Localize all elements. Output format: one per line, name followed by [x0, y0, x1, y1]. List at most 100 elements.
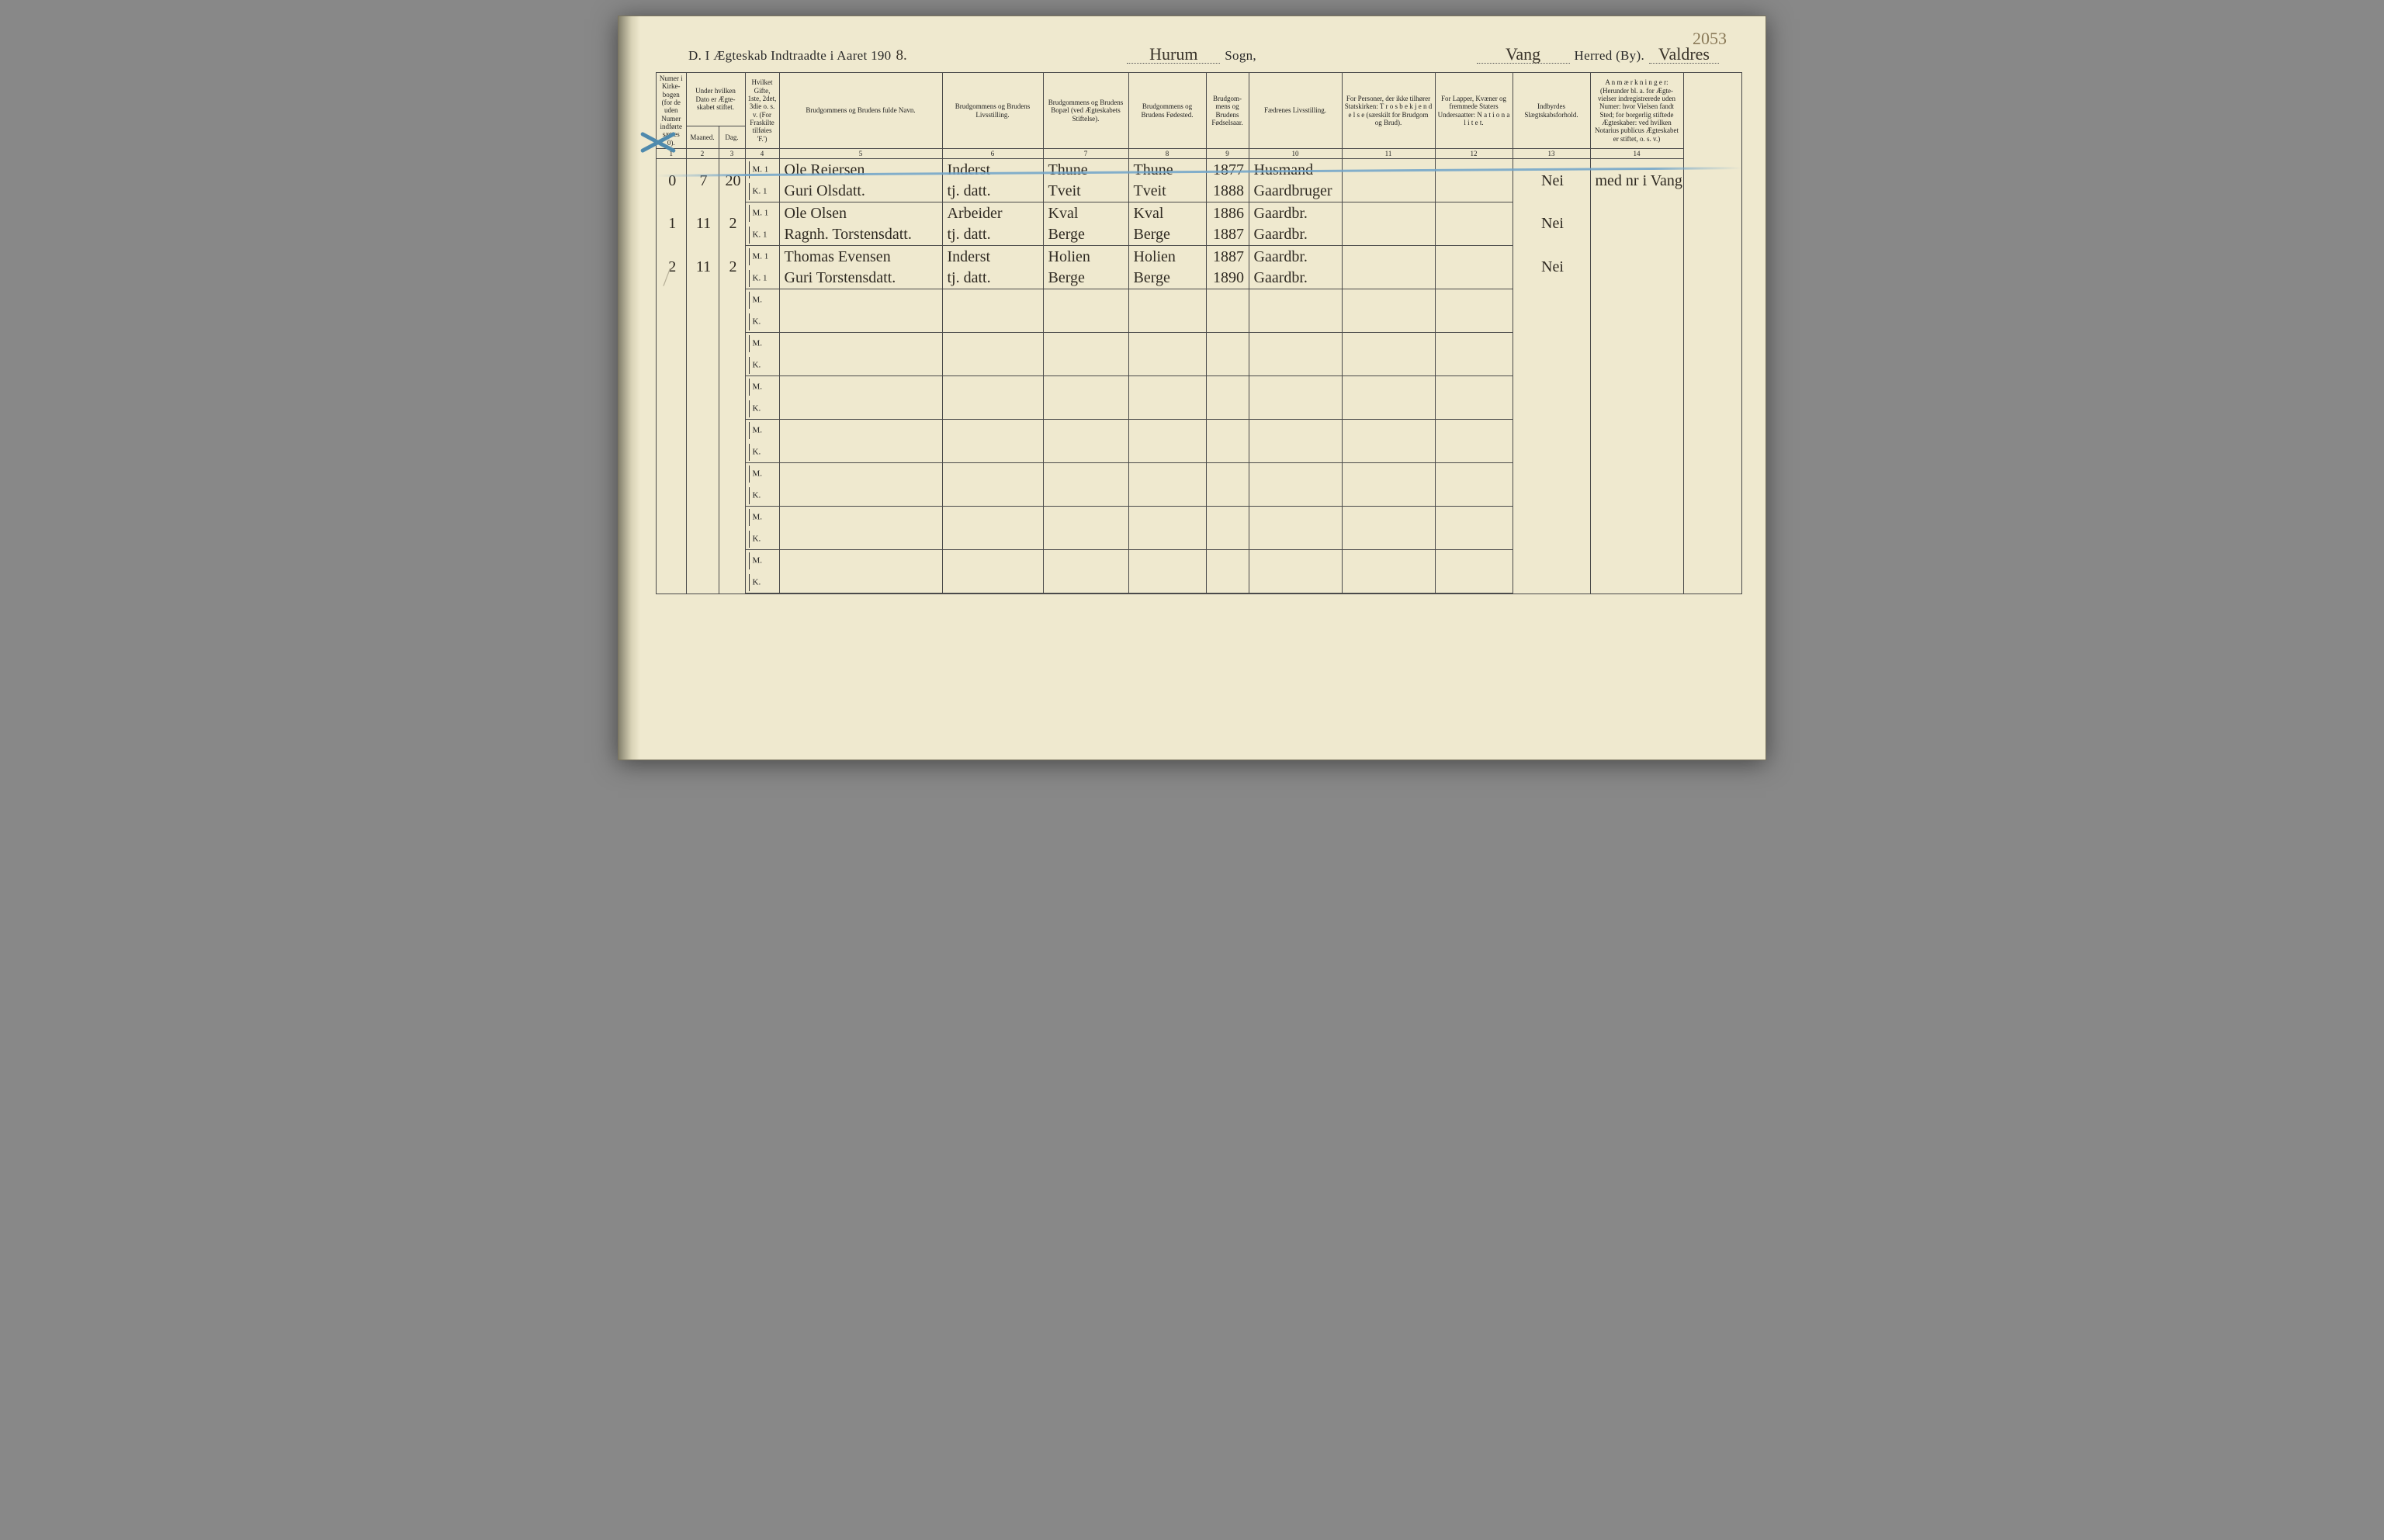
cell [1435, 485, 1513, 507]
cell [1249, 420, 1342, 441]
cell [1342, 528, 1435, 550]
cell [1206, 420, 1249, 441]
cell [779, 572, 942, 594]
nationality [1435, 246, 1513, 268]
confession [1342, 202, 1435, 224]
residence: Berge [1043, 224, 1128, 246]
cell [1043, 355, 1128, 376]
cell [1342, 441, 1435, 463]
mk-label: K. 1 [745, 268, 779, 289]
cell [1342, 398, 1435, 420]
mk-label: K. [745, 311, 779, 333]
entry-number: 2 [657, 246, 686, 289]
cell [779, 485, 942, 507]
sogn-label: Sogn, [1225, 48, 1256, 64]
remarks [1590, 246, 1683, 289]
cell [1128, 507, 1206, 528]
cell [1043, 463, 1128, 485]
nationality [1435, 268, 1513, 289]
mk-label: K. [745, 441, 779, 463]
father-occupation: Gaardbr. [1249, 246, 1342, 268]
form-header-line: D. I Ægteskab Indtraadte i Aaret 1908. H… [642, 46, 1742, 64]
entry-number: 0 [657, 159, 686, 202]
cell [1128, 355, 1206, 376]
cell [779, 507, 942, 528]
confession [1342, 268, 1435, 289]
cell [1128, 550, 1206, 572]
cell [1043, 550, 1128, 572]
birthplace: Berge [1128, 268, 1206, 289]
cell [1043, 333, 1128, 355]
col-header: For Lapper, Kvæner og fremmede Staters U… [1435, 73, 1513, 149]
full-name: Ragnh. Torstensdatt. [779, 224, 942, 246]
father-occupation: Husmand [1249, 159, 1342, 181]
entry-month: 11 [686, 246, 719, 289]
col-subheader: Maaned. [686, 126, 719, 148]
cell [1590, 420, 1683, 463]
entry-day: 2 [719, 202, 745, 246]
col-header: Under hvilken Dato er Ægte­skabet stifte… [686, 73, 745, 126]
entry-number: 1 [657, 202, 686, 246]
father-occupation: Gaardbruger [1249, 181, 1342, 202]
cell [1342, 376, 1435, 398]
blank-row: M. [657, 420, 1741, 441]
full-name: Thomas Evensen [779, 246, 942, 268]
cell [942, 333, 1043, 355]
cell [1342, 572, 1435, 594]
col-num: 8 [1128, 149, 1206, 159]
cell [1435, 311, 1513, 333]
nationality [1435, 181, 1513, 202]
occupation: Arbeider [942, 202, 1043, 224]
col-num: 10 [1249, 149, 1342, 159]
cell [657, 420, 686, 463]
mk-label: K. [745, 355, 779, 376]
cell [1206, 311, 1249, 333]
cell [1206, 463, 1249, 485]
nationality [1435, 224, 1513, 246]
blank-row: M. [657, 550, 1741, 572]
full-name: Guri Torstensdatt. [779, 268, 942, 289]
mk-label: M. 1 [745, 246, 779, 268]
full-name: Guri Olsdatt. [779, 181, 942, 202]
cell [1128, 485, 1206, 507]
mk-label: M. [745, 507, 779, 528]
cell [1206, 376, 1249, 398]
cell [657, 507, 686, 550]
cell [1513, 463, 1590, 507]
cell [1249, 355, 1342, 376]
cell [1206, 289, 1249, 311]
cell [1513, 376, 1590, 420]
cell [686, 507, 719, 550]
cell [1435, 507, 1513, 528]
cell [1043, 376, 1128, 398]
cell [719, 289, 745, 333]
ledger-table: Numer i Kirke­bogen (for de uden Numer i… [657, 73, 1741, 594]
cell [1249, 441, 1342, 463]
cell [1206, 550, 1249, 572]
cell [1249, 550, 1342, 572]
blank-row: M. [657, 376, 1741, 398]
cell [1513, 333, 1590, 376]
cell [779, 355, 942, 376]
cell [719, 507, 745, 550]
mk-label: K. [745, 572, 779, 594]
father-occupation: Gaardbr. [1249, 202, 1342, 224]
col-header: Hvilket Gifte, 1ste, 2det, 3die o. s. v.… [745, 73, 779, 149]
cell [942, 463, 1043, 485]
herred-value: Vang [1477, 46, 1570, 64]
cell [942, 550, 1043, 572]
cell [686, 376, 719, 420]
blank-row: M. [657, 289, 1741, 311]
blank-row: M. [657, 333, 1741, 355]
cell [1128, 441, 1206, 463]
cell [942, 355, 1043, 376]
mk-label: K. 1 [745, 224, 779, 246]
cell [1342, 333, 1435, 355]
cell [779, 398, 942, 420]
cell [686, 420, 719, 463]
cell [1128, 572, 1206, 594]
cell [942, 420, 1043, 441]
cell [1513, 507, 1590, 550]
mk-label: M. [745, 463, 779, 485]
cell [1128, 463, 1206, 485]
